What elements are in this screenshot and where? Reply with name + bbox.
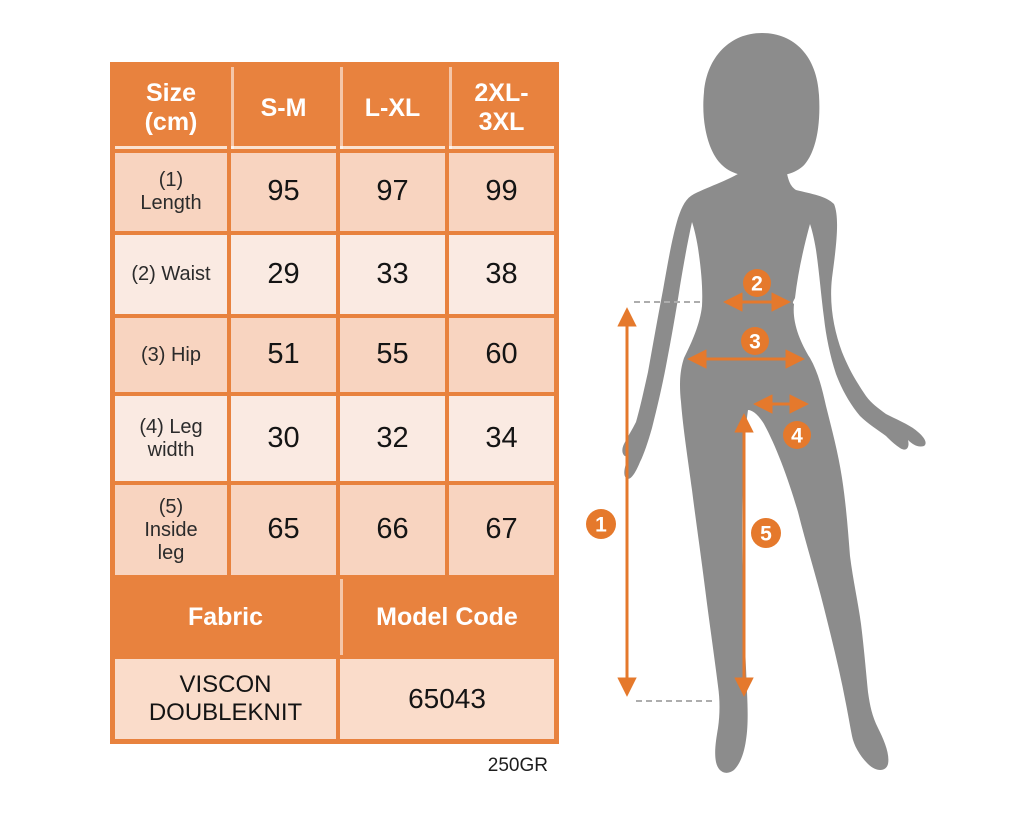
badge-2-label: 2 <box>751 273 763 296</box>
row-label-waist: (2) Waist <box>113 233 229 316</box>
badge-2-circle <box>743 269 771 297</box>
size-chart-table: Size (cm) S-M L-XL 2XL- 3XL (1) Length 9… <box>110 62 559 744</box>
fabric-value: VISCON DOUBLEKNIT <box>113 657 338 741</box>
measure-arrows <box>617 292 809 697</box>
badge-5-label: 5 <box>760 523 772 546</box>
value-hip-2xl: 60 <box>447 316 556 394</box>
value-hip-lxl: 55 <box>338 316 447 394</box>
silhouette-hair <box>703 33 820 177</box>
value-inside-leg-sm: 65 <box>229 483 338 577</box>
badge-4-circle <box>783 421 811 449</box>
value-leg-width-sm: 30 <box>229 394 338 483</box>
badge-1-label: 1 <box>595 514 607 537</box>
value-leg-width-lxl: 32 <box>338 394 447 483</box>
header-l-xl: L-XL <box>338 65 447 151</box>
value-inside-leg-2xl: 67 <box>447 483 556 577</box>
badge-4-label: 4 <box>791 425 803 448</box>
header-2xl-3xl: 2XL- 3XL <box>447 65 556 151</box>
badge-5-circle <box>751 518 781 548</box>
female-silhouette <box>622 33 926 773</box>
row-label-hip: (3) Hip <box>113 316 229 394</box>
silhouette-body <box>622 168 926 773</box>
badge-1-circle <box>586 509 616 539</box>
value-hip-sm: 51 <box>229 316 338 394</box>
row-label-length: (1) Length <box>113 151 229 233</box>
row-label-inside-leg: (5) Inside leg <box>113 483 229 577</box>
measure-badges: 1 2 3 4 5 <box>586 269 811 548</box>
value-leg-width-2xl: 34 <box>447 394 556 483</box>
value-length-lxl: 97 <box>338 151 447 233</box>
header-fabric: Fabric <box>113 577 338 657</box>
header-model-code: Model Code <box>338 577 556 657</box>
badge-3-circle <box>741 327 769 355</box>
dashed-guides <box>634 301 714 702</box>
badge-3-label: 3 <box>749 331 761 354</box>
value-waist-2xl: 38 <box>447 233 556 316</box>
value-length-sm: 95 <box>229 151 338 233</box>
header-size-cm: Size (cm) <box>113 65 229 151</box>
value-length-2xl: 99 <box>447 151 556 233</box>
model-code-value: 65043 <box>338 657 556 741</box>
value-waist-sm: 29 <box>229 233 338 316</box>
value-waist-lxl: 33 <box>338 233 447 316</box>
header-s-m: S-M <box>229 65 338 151</box>
value-inside-leg-lxl: 66 <box>338 483 447 577</box>
row-label-leg-width: (4) Leg width <box>113 394 229 483</box>
weight-label: 250GR <box>487 755 548 776</box>
